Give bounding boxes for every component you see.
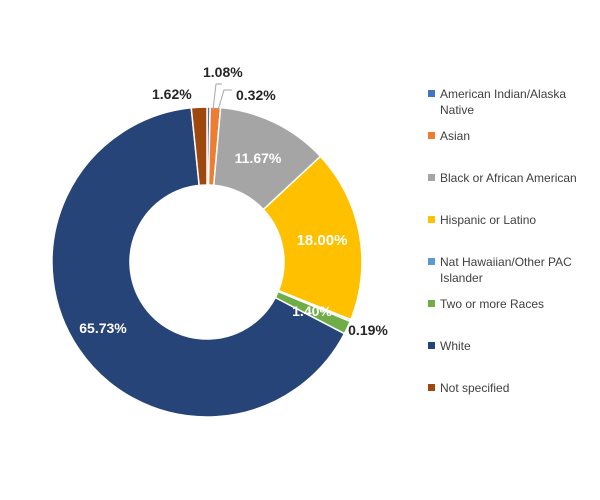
legend-item-nat-hawaiian: Nat Hawaiian/Other PAC Islander	[428, 254, 580, 286]
legend-item-black: Black or African American	[428, 170, 580, 186]
data-label-hispanic-or-latino: 18.00%	[297, 232, 348, 249]
legend-item-not-specified: Not specified	[428, 380, 580, 396]
data-label-not-specified: 1.62%	[152, 86, 192, 102]
legend-item-asian: Asian	[428, 128, 580, 144]
legend-item-two-or-more: Two or more Races	[428, 296, 580, 312]
legend-swatch	[428, 132, 435, 139]
legend-item-white: White	[428, 338, 580, 354]
data-label-two-or-more-races: 1.40%	[292, 303, 332, 319]
leader-line-asian	[212, 83, 222, 111]
legend-label: White	[440, 339, 471, 353]
legend-label: Two or more Races	[440, 297, 545, 311]
data-label-american-indian-alaska-native: 0.32%	[236, 87, 276, 103]
legend-swatch	[428, 90, 435, 97]
legend-label: Not specified	[440, 381, 510, 395]
legend-label: Asian	[440, 129, 471, 143]
slice-white	[51, 106, 346, 418]
legend-label: American Indian/Alaska Native	[440, 87, 567, 117]
legend-swatch	[428, 258, 435, 265]
legend-item-hispanic: Hispanic or Latino	[428, 212, 580, 228]
donut-chart: 0.32% 1.08% 11.67% 18.00% 0.19% 1.40% 65.73% 1.…	[51, 64, 388, 418]
legend-swatch	[428, 216, 435, 223]
legend-swatch	[428, 174, 435, 181]
legend-label: Black or African American	[440, 171, 577, 185]
data-label-asian: 1.08%	[203, 64, 243, 80]
leader-line-american-indian	[217, 89, 232, 111]
data-label-nat-hawaiian-other-pac-islander: 0.19%	[348, 322, 388, 338]
legend-swatch	[428, 384, 435, 391]
legend-swatch	[428, 342, 435, 349]
legend-swatch	[428, 300, 435, 307]
legend-label: Hispanic or Latino	[440, 213, 537, 227]
legend-item-american-indian: American Indian/Alaska Native	[428, 86, 580, 118]
slice-not-specified	[190, 106, 208, 187]
legend-label: Nat Hawaiian/Other PAC Islander	[440, 255, 572, 285]
data-label-white: 65.73%	[79, 320, 127, 336]
slice-hispanic-or-latino	[262, 155, 363, 321]
data-label-black-or-african-american: 11.67%	[235, 150, 282, 166]
